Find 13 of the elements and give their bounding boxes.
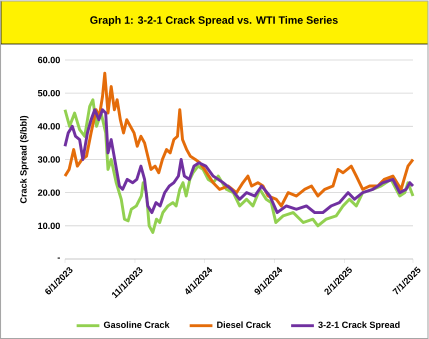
y-tick-label: 40.00: [38, 123, 60, 130]
legend-label: Diesel Crack: [217, 321, 271, 328]
y-tick-label: -: [58, 258, 60, 259]
legend-label: Gasoline Crack: [104, 321, 170, 328]
y-tick-label: 50.00: [38, 90, 60, 96]
y-axis-title: Crack Spread ($/bbl): [20, 116, 28, 204]
y-tick-label: 20.00: [38, 189, 60, 196]
legend-label: 3-2-1 Crack Spread: [318, 321, 400, 330]
y-tick-label: 60.00: [38, 56, 60, 64]
y-tick-label: 30.00: [38, 156, 60, 163]
y-tick-label: 10.00: [38, 222, 60, 230]
line-series: [64, 108, 414, 214]
chart-title: Graph 1: 3-2-1 Crack Spread vs. WTI Time Series: [90, 16, 338, 26]
